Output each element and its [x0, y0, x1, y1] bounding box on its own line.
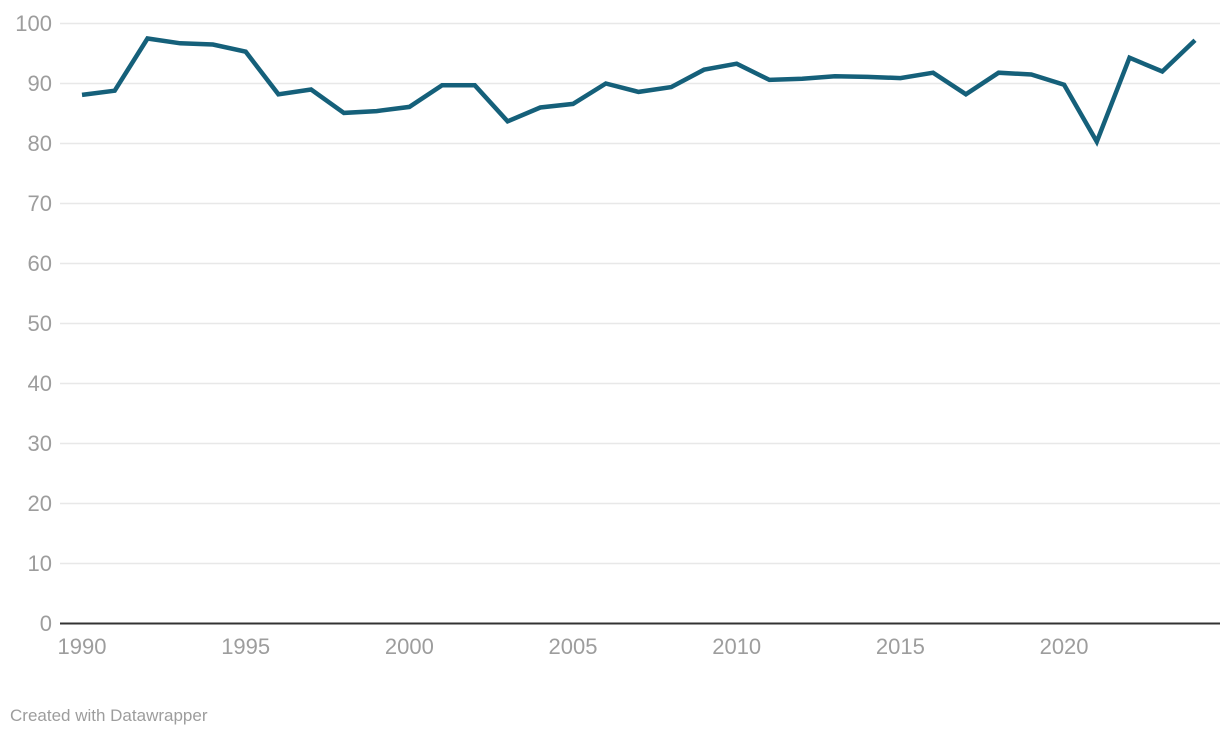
y-tick-label: 80 — [28, 131, 52, 156]
y-tick-label: 40 — [28, 371, 52, 396]
datawrapper-attribution: Created with Datawrapper — [10, 706, 208, 725]
x-tick-label: 1995 — [221, 634, 270, 659]
y-tick-label: 50 — [28, 311, 52, 336]
x-tick-label: 2020 — [1040, 634, 1089, 659]
data-line — [81, 36, 1197, 147]
x-tick-label: 1990 — [58, 634, 107, 659]
y-tick-label: 100 — [15, 11, 52, 36]
y-tick-label: 70 — [28, 191, 52, 216]
x-tick-label: 2010 — [712, 634, 761, 659]
y-tick-label: 10 — [28, 551, 52, 576]
y-tick-label: 20 — [28, 491, 52, 516]
y-tick-label: 90 — [28, 71, 52, 96]
x-tick-label: 2015 — [876, 634, 925, 659]
x-tick-label: 2005 — [549, 634, 598, 659]
line-chart: 0 10 20 30 40 50 60 70 80 90 100 1990 1995 2000 2005 20… — [15, 11, 1220, 659]
y-tick-label: 30 — [28, 431, 52, 456]
y-tick-label: 60 — [28, 251, 52, 276]
y-tick-label: 0 — [40, 611, 52, 636]
x-tick-label: 2000 — [385, 634, 434, 659]
